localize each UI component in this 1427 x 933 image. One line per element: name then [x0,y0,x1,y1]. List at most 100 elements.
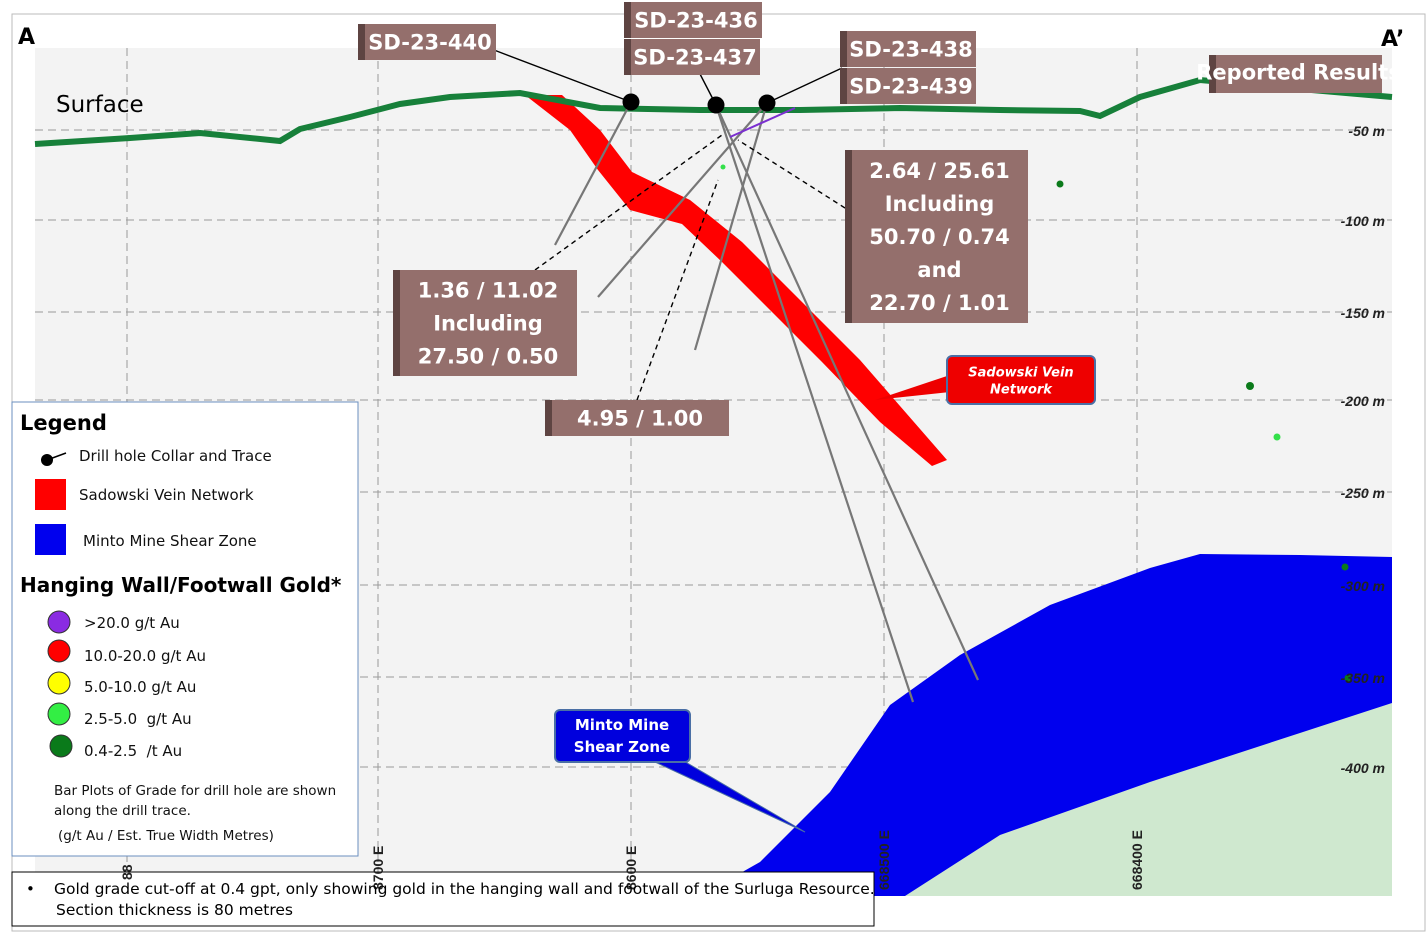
legend-symbol [49,734,73,758]
section-end: A’ [1381,27,1404,52]
depth-label: -200 m [1341,393,1385,409]
callout-text: Sadowski Vein [968,366,1073,381]
label-text: SD-23-440 [368,30,491,54]
collar [758,94,776,112]
depth-label: -250 m [1341,485,1385,501]
host-rock [880,703,1392,896]
easting-label: 8600 E [623,846,639,890]
legend-item: >20.0 g/t Au [84,614,180,632]
surface-line [34,76,1393,147]
surface-label: Surface [56,92,144,118]
label-box [1209,55,1382,93]
label-box [624,39,760,75]
trace [714,104,980,681]
legend-symbol [47,671,71,695]
trace [597,102,768,298]
legend-item: Drill hole Collar and Trace [79,447,272,465]
footnote-text: Gold grade cut-off at 0.4 gpt, only show… [54,880,875,898]
callouts [554,355,1096,833]
legend-symbols [35,452,73,758]
legend-item: 5.0-10.0 g/t Au [84,678,196,696]
label-text: and [917,258,961,282]
depth-label: -400 m [1341,760,1385,776]
depth-label: -150 m [1341,305,1385,321]
labels: SD-23-440 SD-23-436 SD-23-437 SD-23-438 SD-2… [358,2,1401,436]
label-text: Including [433,311,543,335]
label-text: 27.50 / 0.50 [418,344,559,368]
gold-point [720,164,726,170]
label-box [358,24,496,60]
gold-point [1246,382,1254,390]
label-edge [840,68,847,104]
label-edge [624,2,631,38]
label-box [545,400,729,436]
footnote-bullet: • [26,880,35,898]
depth-label: -350 m [1341,670,1385,686]
legend-subtitle: Hanging Wall/Footwall Gold* [20,573,342,597]
label-text: Reported Results [1196,61,1400,85]
legend-title: Legend [20,411,107,435]
label-text: SD-23-436 [634,8,757,32]
label-edge [845,150,852,323]
collar [622,93,640,111]
legend-item: 0.4-2.5 /t Au [84,742,182,760]
label-box [393,270,577,376]
callout-pointer [875,375,950,400]
legend-symbol [46,452,67,461]
legend-symbol [47,702,71,726]
depth-label: -100 m [1341,213,1385,229]
leader [766,67,843,104]
gold-points [720,164,1352,682]
gold-point [1344,674,1352,682]
label-text: 2.64 / 25.61 [869,159,1010,183]
leader [636,179,719,401]
legend-note: (g/t Au / Est. True Width Metres) [58,828,274,844]
vein-network [525,95,947,466]
label-text: 1.36 / 11.02 [418,278,559,302]
legend-item: 2.5-5.0 g/t Au [84,710,192,728]
leader [493,49,632,103]
section-end: A [18,25,35,50]
label-edge [1209,55,1216,93]
callout-text: Network [990,383,1053,398]
label-edge [840,31,847,67]
callout-text: Minto Mine [575,716,669,734]
label-edge [393,270,400,376]
legend-box [11,401,359,857]
legend-symbol [47,639,71,663]
texts: -50 m -100 m -150 m -200 m -250 m -300 m -350 … [18,25,1404,919]
label-text: Including [885,192,995,216]
legend-item: Sadowski Vein Network [79,486,254,504]
label-text: SD-23-439 [849,74,972,98]
label-box [840,31,976,67]
label-box [845,150,1028,323]
label-box [624,2,762,38]
legend-symbol [35,479,66,510]
depth-label: -300 m [1341,578,1385,594]
depth-label: -50 m [1348,123,1385,139]
label-edge [358,24,365,60]
label-edge [624,39,631,75]
legend-item: Minto Mine Shear Zone [83,532,257,550]
easting-label: 8700 E [370,846,386,890]
leader [737,139,846,209]
trace [714,104,915,703]
label-box [840,68,976,104]
trace [693,102,769,351]
gold-point [1273,433,1281,441]
shear-zone [700,554,1392,896]
label-text: 4.95 / 1.00 [577,406,703,430]
drill-traces [554,101,980,703]
trace [554,101,632,246]
label-text: SD-23-437 [633,45,756,69]
label-text: 50.70 / 0.74 [869,225,1010,249]
footnote-text: Section thickness is 80 metres [56,901,293,919]
legend-item: 10.0-20.0 g/t Au [84,647,206,665]
collar [707,96,725,114]
legend-note: along the drill trace. [54,803,191,819]
leader [534,134,723,271]
label-edge [545,400,552,436]
callout-box [946,355,1096,405]
callout-text: Shear Zone [574,738,670,756]
